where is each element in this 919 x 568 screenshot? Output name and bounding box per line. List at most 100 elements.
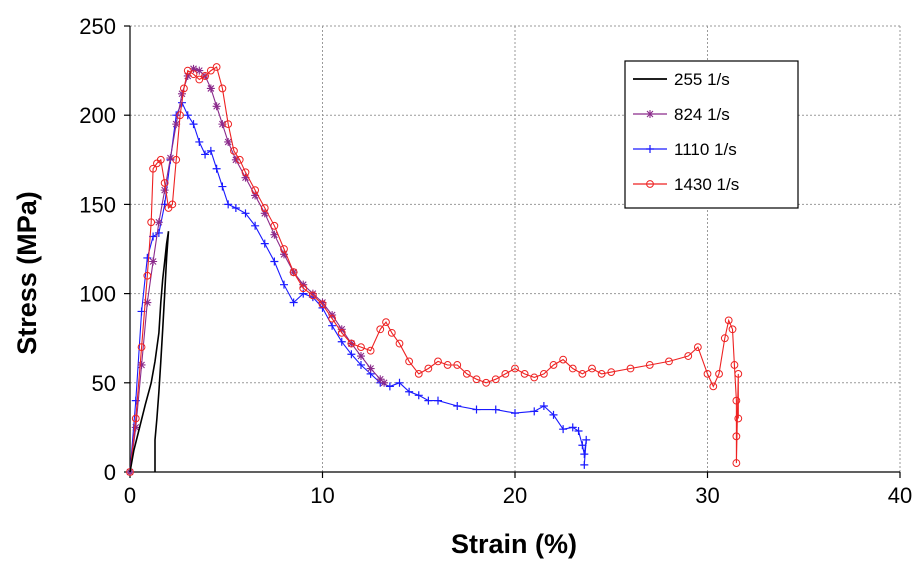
data-point <box>235 155 244 164</box>
data-point <box>414 391 423 400</box>
data-point <box>732 396 741 405</box>
data-point <box>206 66 215 75</box>
y-tick-label: 250 <box>79 14 116 39</box>
data-point <box>530 373 539 382</box>
legend-item: 255 1/s <box>633 70 730 89</box>
data-point <box>582 435 591 444</box>
data-point <box>218 84 227 93</box>
data-point <box>732 432 741 441</box>
data-point <box>143 253 152 262</box>
data-point <box>172 120 181 129</box>
data-point <box>684 352 693 360</box>
data-point <box>597 369 606 378</box>
series-line <box>129 66 739 473</box>
data-point <box>241 209 250 218</box>
data-point <box>453 361 462 369</box>
data-point <box>472 405 481 414</box>
data-point <box>501 369 510 378</box>
data-point <box>154 218 163 227</box>
data-point <box>230 146 238 155</box>
data-point <box>270 257 279 266</box>
data-point <box>520 369 529 378</box>
data-point <box>405 387 414 396</box>
data-point <box>395 378 404 387</box>
data-point <box>434 357 442 366</box>
data-point <box>511 409 519 418</box>
data-point <box>299 289 308 298</box>
legend-label: 1110 1/s <box>674 140 737 159</box>
y-tick-label: 0 <box>104 460 116 485</box>
data-point <box>715 369 723 378</box>
data-point <box>376 375 385 384</box>
data-point <box>183 111 192 120</box>
data-point <box>149 164 158 173</box>
y-tick-label: 200 <box>79 103 116 128</box>
data-point <box>703 369 712 378</box>
y-axis-title: Stress (MPa) <box>12 191 42 355</box>
series-1430-1-s <box>126 63 743 476</box>
data-point <box>224 120 233 129</box>
data-point <box>177 89 186 98</box>
data-point <box>347 339 356 348</box>
data-point <box>709 382 718 391</box>
legend-item: 1430 1/s <box>633 175 739 194</box>
data-point <box>212 164 221 173</box>
data-point <box>424 396 433 405</box>
data-point <box>724 316 733 325</box>
data-point <box>168 200 177 209</box>
data-point <box>395 339 404 348</box>
legend-label: 255 1/s <box>674 70 730 89</box>
data-point <box>137 343 146 352</box>
data-point <box>308 291 317 300</box>
data-point <box>580 450 589 459</box>
legend-item: 824 1/s <box>633 105 730 124</box>
data-point <box>260 204 269 212</box>
y-tick-label: 100 <box>79 282 116 307</box>
data-point <box>260 209 269 218</box>
data-point <box>280 280 288 289</box>
data-point <box>270 230 279 239</box>
data-point <box>462 369 471 378</box>
data-point <box>578 441 587 450</box>
x-tick-label: 10 <box>310 483 334 508</box>
data-point <box>195 137 204 146</box>
data-point <box>189 120 198 129</box>
data-point <box>201 72 209 80</box>
data-point <box>183 66 192 75</box>
data-point <box>387 328 396 337</box>
data-point <box>280 245 288 253</box>
data-point <box>530 407 539 416</box>
data-point <box>189 64 198 73</box>
data-point <box>511 364 519 373</box>
data-point <box>212 102 221 111</box>
data-point <box>578 369 587 378</box>
x-tick-label: 0 <box>124 483 136 508</box>
legend: 255 1/s 824 1/s 1110 1/s 1430 1/s <box>624 60 799 209</box>
legend-marker <box>646 110 654 118</box>
x-axis-title: Strain (%) <box>451 529 577 559</box>
data-point <box>693 343 702 352</box>
data-point <box>574 426 583 435</box>
data-point <box>337 337 346 346</box>
data-point <box>626 364 635 373</box>
data-point <box>607 368 616 376</box>
data-point <box>195 75 204 84</box>
data-point <box>166 154 175 163</box>
series-1110-1-s <box>126 98 591 476</box>
data-point <box>376 325 385 334</box>
data-point <box>218 182 227 191</box>
data-point <box>251 191 260 200</box>
data-point <box>434 396 442 405</box>
data-point <box>318 298 327 307</box>
data-point <box>549 361 558 369</box>
data-point <box>443 361 452 369</box>
x-tick-label: 20 <box>503 483 527 508</box>
data-point <box>405 357 414 366</box>
data-point <box>131 423 140 432</box>
data-point <box>156 155 165 164</box>
data-point <box>149 257 158 266</box>
data-point <box>260 239 269 248</box>
data-point <box>728 325 737 334</box>
legend-item: 1110 1/s <box>633 140 737 159</box>
data-point <box>251 221 260 230</box>
